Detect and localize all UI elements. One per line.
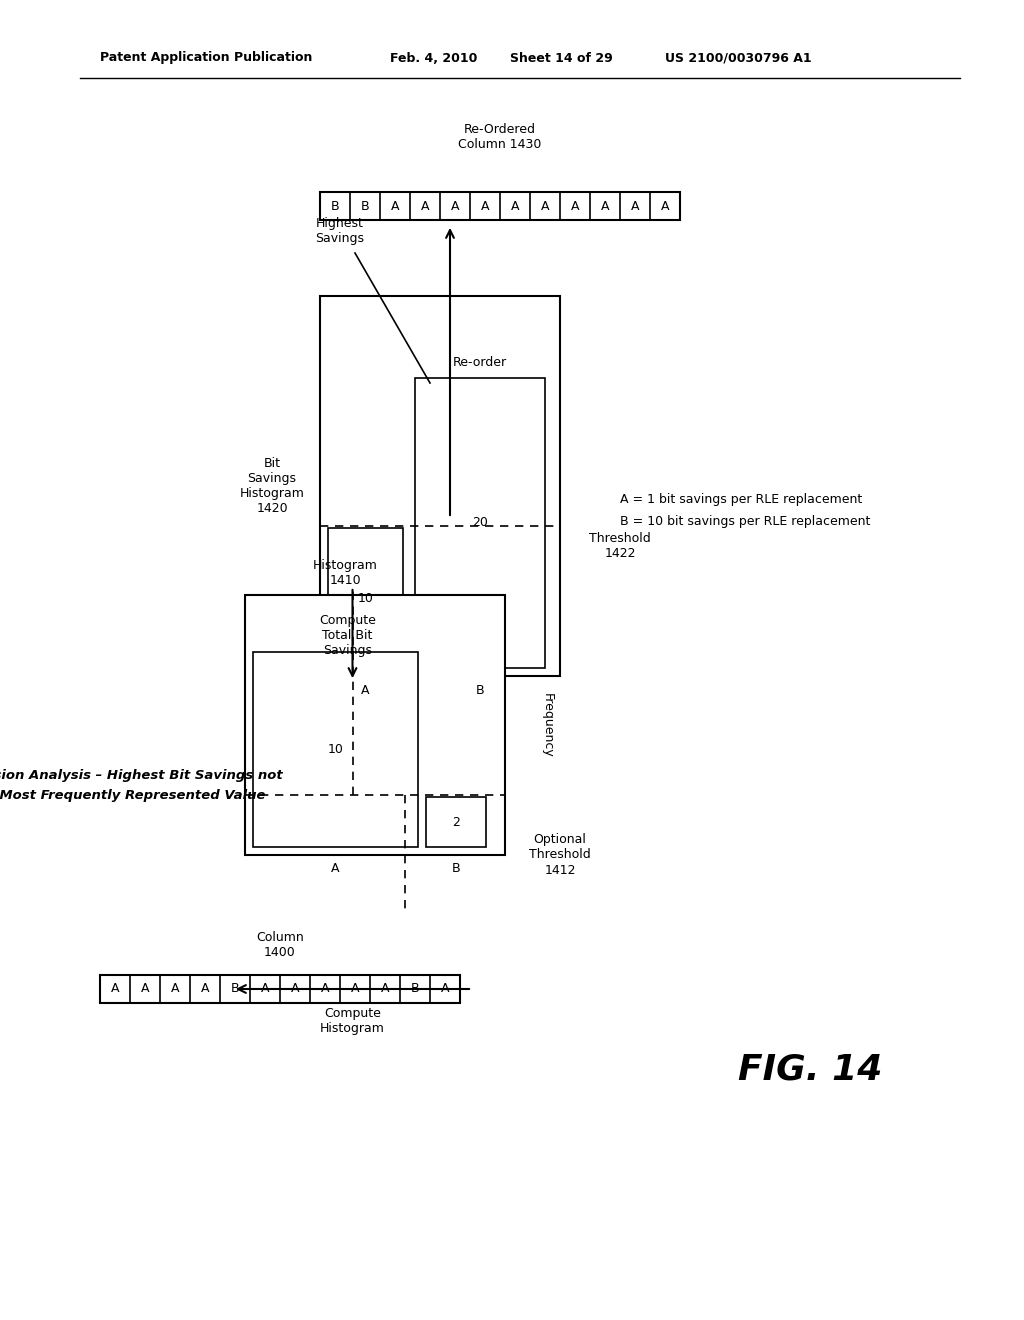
Text: A: A <box>421 199 429 213</box>
Text: Frequency: Frequency <box>541 693 554 758</box>
Text: Histogram
1410: Histogram 1410 <box>312 558 378 587</box>
Text: B: B <box>476 685 484 697</box>
Bar <box>319 296 560 676</box>
Text: Highest
Savings: Highest Savings <box>315 216 365 246</box>
Text: A: A <box>541 199 549 213</box>
Text: A: A <box>321 982 330 995</box>
Text: Compute
Total Bit
Savings: Compute Total Bit Savings <box>319 614 376 657</box>
Text: Optional
Threshold
1412: Optional Threshold 1412 <box>529 833 591 876</box>
Text: always Most Frequently Represented Value: always Most Frequently Represented Value <box>0 788 266 801</box>
Text: A: A <box>391 199 399 213</box>
Bar <box>100 975 460 1003</box>
Text: B: B <box>411 982 419 995</box>
Text: A: A <box>331 862 340 875</box>
Text: FIG. 14: FIG. 14 <box>738 1053 883 1086</box>
Text: A: A <box>111 982 119 995</box>
Text: A: A <box>291 982 299 995</box>
Text: Patent Application Publication: Patent Application Publication <box>100 51 312 65</box>
Text: US 2100/0030796 A1: US 2100/0030796 A1 <box>665 51 812 65</box>
Text: A: A <box>351 982 359 995</box>
Bar <box>319 191 680 220</box>
Text: Re-Ordered
Column 1430: Re-Ordered Column 1430 <box>459 123 542 150</box>
Text: Compute
Histogram: Compute Histogram <box>321 1007 385 1035</box>
Bar <box>426 797 486 847</box>
Text: 20: 20 <box>472 516 488 529</box>
Text: Re-order: Re-order <box>453 356 507 370</box>
Text: 2: 2 <box>452 816 460 829</box>
Text: Threshold
1422: Threshold 1422 <box>589 532 651 560</box>
Bar <box>253 652 418 847</box>
Text: B: B <box>331 199 339 213</box>
Text: A: A <box>570 199 580 213</box>
Text: A: A <box>171 982 179 995</box>
Text: A: A <box>660 199 670 213</box>
Bar <box>415 378 545 668</box>
Text: A: A <box>631 199 639 213</box>
Text: A: A <box>511 199 519 213</box>
Text: B: B <box>452 862 461 875</box>
Text: A: A <box>261 982 269 995</box>
Text: A: A <box>601 199 609 213</box>
Text: A: A <box>361 685 370 697</box>
Text: Feb. 4, 2010: Feb. 4, 2010 <box>390 51 477 65</box>
Text: A: A <box>140 982 150 995</box>
Text: A = 1 bit savings per RLE replacement: A = 1 bit savings per RLE replacement <box>620 494 862 507</box>
Text: Column
1400: Column 1400 <box>256 931 304 960</box>
Text: 10: 10 <box>357 591 374 605</box>
Bar <box>328 528 403 668</box>
Text: A: A <box>451 199 459 213</box>
Text: B: B <box>360 199 370 213</box>
Text: A: A <box>480 199 489 213</box>
Text: A: A <box>381 982 389 995</box>
Text: B = 10 bit savings per RLE replacement: B = 10 bit savings per RLE replacement <box>620 516 870 528</box>
Text: A: A <box>440 982 450 995</box>
Text: Bit
Savings
Histogram
1420: Bit Savings Histogram 1420 <box>240 457 304 515</box>
Text: 10: 10 <box>328 743 343 756</box>
Text: A: A <box>201 982 209 995</box>
Bar <box>245 595 505 855</box>
Text: B: B <box>230 982 240 995</box>
Text: Compression Analysis – Highest Bit Savings not: Compression Analysis – Highest Bit Savin… <box>0 768 283 781</box>
Text: Sheet 14 of 29: Sheet 14 of 29 <box>510 51 612 65</box>
